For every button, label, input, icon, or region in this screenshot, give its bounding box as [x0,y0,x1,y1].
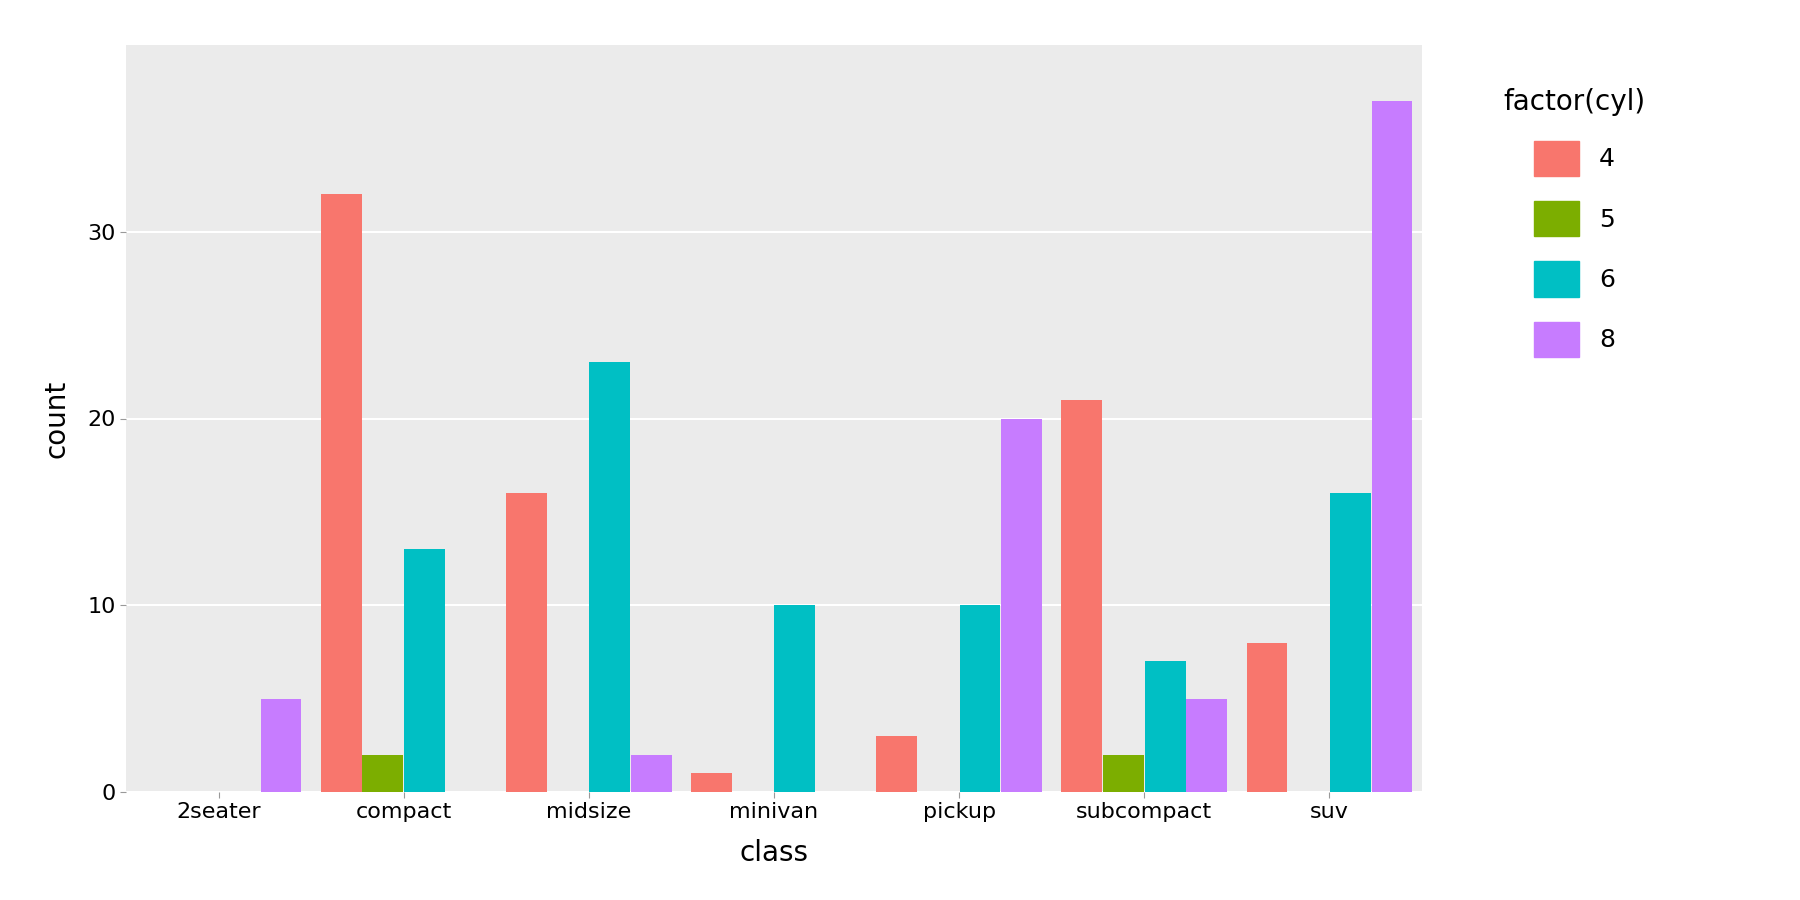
Bar [691,773,733,792]
Bar [1372,101,1413,792]
Bar [877,736,916,792]
Bar [1103,754,1143,792]
Bar [589,363,630,792]
Bar [1330,493,1370,792]
Bar [405,549,445,792]
Bar [1247,643,1287,792]
Bar [632,754,671,792]
Bar [1001,418,1042,792]
Bar [506,493,547,792]
Bar [261,698,301,792]
Legend: 4, 5, 6, 8: 4, 5, 6, 8 [1474,58,1676,387]
Y-axis label: count: count [43,380,70,457]
Bar [774,605,815,792]
Bar [1186,698,1228,792]
Bar [959,605,1001,792]
Bar [320,194,362,792]
X-axis label: class: class [740,839,808,867]
Bar [1145,662,1186,792]
Bar [1062,400,1102,792]
Bar [362,754,403,792]
